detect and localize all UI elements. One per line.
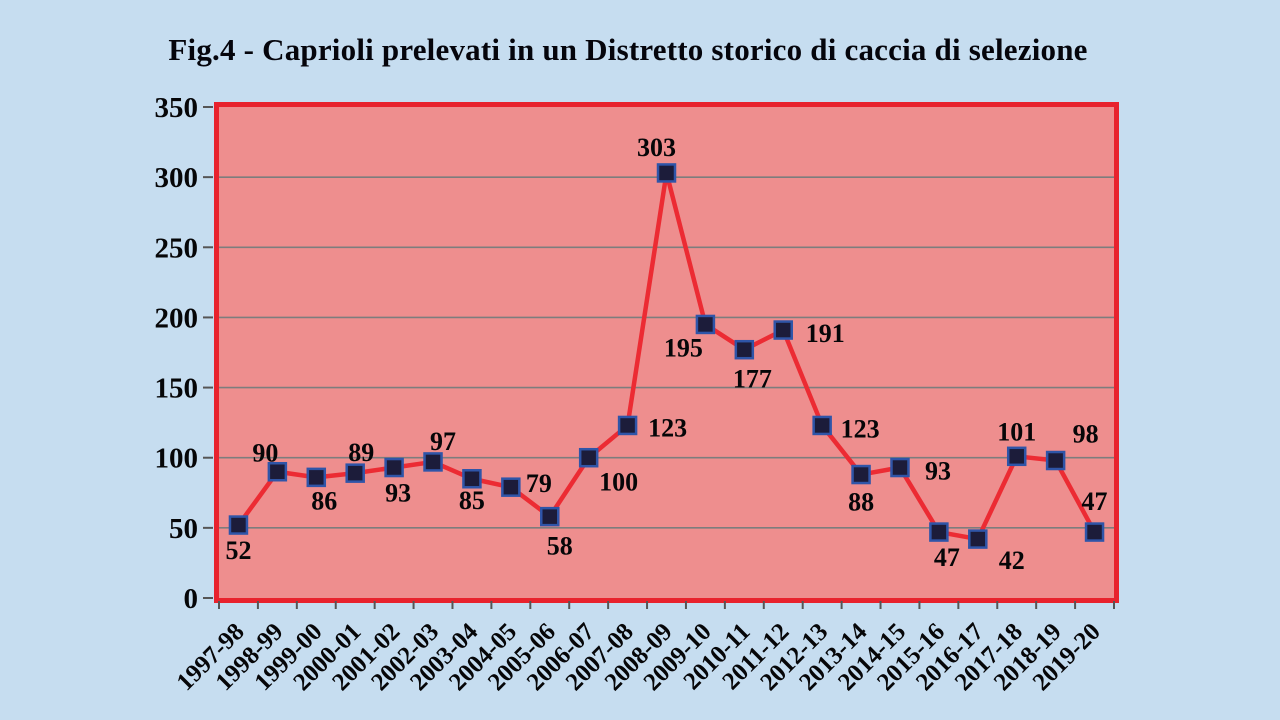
data-point-marker: [228, 515, 249, 535]
data-point-marker: [617, 415, 638, 436]
data-point-marker: [501, 477, 521, 497]
data-point-marker: [578, 447, 599, 468]
data-point-marker: [462, 469, 482, 489]
data-point-label: 93: [385, 479, 411, 508]
data-point-marker: [851, 464, 871, 485]
y-axis-label: 250: [155, 232, 199, 264]
y-axis-label: 350: [155, 92, 199, 124]
data-point-label: 88: [848, 488, 874, 517]
data-point-label: 100: [599, 468, 638, 497]
data-point-label: 93: [925, 457, 951, 486]
data-point-marker: [1006, 446, 1027, 467]
data-point-marker: [890, 457, 910, 478]
data-point-marker: [423, 452, 443, 472]
y-axis-label: 0: [184, 583, 199, 615]
data-point-label: 195: [664, 333, 703, 362]
data-point-label: 123: [648, 413, 687, 442]
y-axis-label: 300: [155, 162, 199, 194]
data-point-label: 89: [348, 438, 374, 467]
y-axis-label: 150: [155, 373, 199, 405]
data-point-label: 177: [733, 365, 772, 394]
data-point-label: 58: [547, 532, 573, 561]
data-point-marker: [734, 339, 755, 360]
data-point-label: 97: [430, 427, 456, 456]
data-point-marker: [656, 163, 677, 183]
data-point-marker: [773, 320, 793, 340]
data-point-label: 47: [934, 543, 960, 572]
data-point-label: 42: [999, 546, 1025, 575]
data-point-label: 90: [252, 439, 278, 468]
data-point-label: 86: [311, 486, 337, 515]
data-point-marker: [345, 463, 365, 483]
data-point-label: 191: [806, 319, 845, 348]
y-axis-label: 200: [155, 302, 199, 334]
data-point-marker: [540, 506, 560, 527]
data-point-label: 101: [997, 417, 1036, 446]
y-axis-label: 50: [169, 513, 198, 545]
data-point-marker: [968, 529, 988, 549]
data-point-marker: [929, 522, 949, 542]
data-point-marker: [1084, 522, 1105, 542]
data-point-marker: [306, 467, 327, 488]
data-point-marker: [267, 461, 288, 482]
data-point-label: 79: [526, 469, 552, 498]
chart-title: Fig.4 - Caprioli prelevati in un Distret…: [168, 32, 1088, 67]
data-point-label: 85: [459, 486, 485, 515]
data-point-marker: [384, 457, 404, 478]
data-point-label: 123: [841, 414, 880, 443]
data-point-label: 303: [637, 133, 676, 162]
data-point-marker: [812, 415, 832, 436]
data-point-label: 52: [225, 536, 251, 565]
data-point-label: 98: [1073, 420, 1099, 449]
y-axis-label: 100: [155, 443, 199, 475]
data-point-label: 47: [1082, 487, 1108, 516]
data-point-marker: [695, 314, 716, 335]
data-point-marker: [1045, 450, 1066, 471]
